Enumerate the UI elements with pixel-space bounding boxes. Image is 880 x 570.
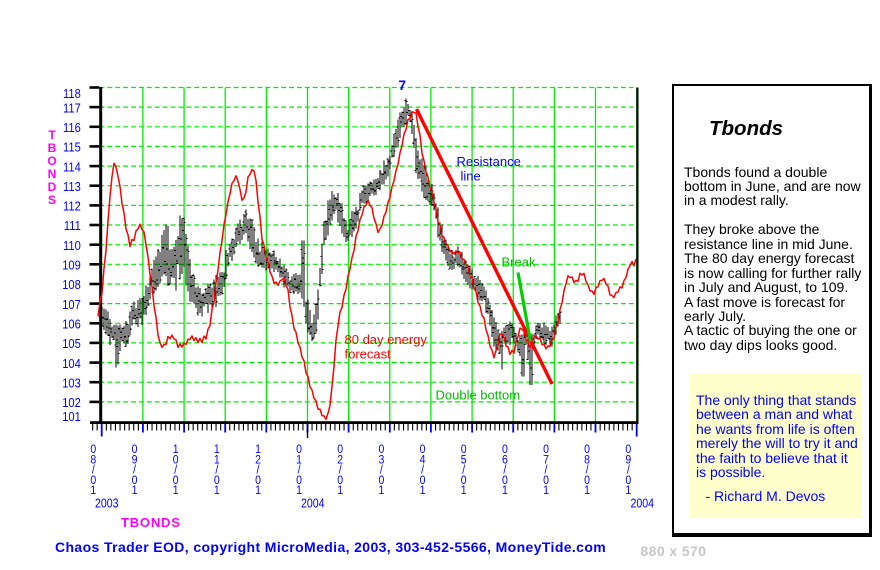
svg-text:1: 1 <box>461 484 467 497</box>
svg-text:113: 113 <box>63 179 81 194</box>
svg-text:forecast: forecast <box>345 346 392 361</box>
svg-text:1: 1 <box>502 484 508 497</box>
svg-text:0: 0 <box>90 443 96 456</box>
svg-text:104: 104 <box>62 356 81 371</box>
svg-text:1: 1 <box>90 484 96 497</box>
svg-text:0: 0 <box>173 474 179 487</box>
svg-text:0: 0 <box>420 474 426 487</box>
svg-text:/: / <box>503 464 507 477</box>
svg-text:8: 8 <box>584 454 590 467</box>
svg-text:7: 7 <box>543 454 549 467</box>
svg-text:/: / <box>174 464 178 477</box>
svg-text:1: 1 <box>214 454 220 467</box>
svg-text:1: 1 <box>132 484 138 497</box>
svg-text:2004: 2004 <box>301 496 325 510</box>
svg-text:0: 0 <box>461 443 467 456</box>
svg-text:0: 0 <box>625 443 631 456</box>
svg-text:0: 0 <box>543 443 549 456</box>
svg-text:Double bottom: Double bottom <box>436 388 521 403</box>
svg-text:/: / <box>421 464 425 477</box>
svg-text:/: / <box>298 464 302 477</box>
svg-text:4: 4 <box>420 454 426 467</box>
svg-text:1: 1 <box>296 454 302 467</box>
svg-text:115: 115 <box>63 140 81 155</box>
svg-text:112: 112 <box>63 199 81 214</box>
svg-text:1: 1 <box>255 443 261 456</box>
svg-text:2: 2 <box>337 454 343 467</box>
svg-text:9: 9 <box>625 454 631 467</box>
svg-text:/: / <box>627 464 631 477</box>
svg-text:7: 7 <box>399 78 407 93</box>
svg-text:0: 0 <box>173 454 179 467</box>
svg-text:0: 0 <box>296 443 302 456</box>
svg-text:/: / <box>339 464 343 477</box>
svg-text:line: line <box>461 168 481 183</box>
svg-text:/: / <box>215 464 219 477</box>
svg-text:0: 0 <box>214 474 220 487</box>
svg-text:0: 0 <box>255 474 261 487</box>
svg-text:116: 116 <box>63 120 81 135</box>
svg-text:1: 1 <box>173 443 179 456</box>
svg-text:1: 1 <box>214 443 220 456</box>
svg-text:/: / <box>462 464 466 477</box>
svg-text:2004: 2004 <box>631 496 655 510</box>
svg-text:114: 114 <box>63 160 81 175</box>
svg-text:102: 102 <box>62 395 81 410</box>
svg-text:0: 0 <box>502 443 508 456</box>
svg-text:/: / <box>257 464 261 477</box>
svg-text:101: 101 <box>62 409 81 424</box>
svg-text:8: 8 <box>90 454 96 467</box>
svg-text:111: 111 <box>64 218 81 233</box>
svg-text:1: 1 <box>584 484 590 497</box>
svg-text:110: 110 <box>63 238 81 253</box>
svg-text:1: 1 <box>296 484 302 497</box>
svg-text:117: 117 <box>63 101 81 116</box>
svg-text:0: 0 <box>337 443 343 456</box>
svg-text:107: 107 <box>62 297 81 312</box>
svg-text:0: 0 <box>420 443 426 456</box>
svg-text:0: 0 <box>378 443 384 456</box>
svg-text:106: 106 <box>62 317 81 332</box>
svg-text:0: 0 <box>584 443 590 456</box>
svg-text:5: 5 <box>461 454 467 467</box>
svg-text:1: 1 <box>378 484 384 497</box>
svg-text:0: 0 <box>90 474 96 487</box>
svg-text:/: / <box>545 464 549 477</box>
svg-text:/: / <box>92 464 96 477</box>
svg-text:0: 0 <box>378 474 384 487</box>
svg-text:6: 6 <box>502 454 508 467</box>
svg-text:0: 0 <box>584 474 590 487</box>
svg-text:3: 3 <box>378 454 384 467</box>
svg-text:1: 1 <box>625 484 631 497</box>
svg-text:/: / <box>586 464 590 477</box>
svg-text:109: 109 <box>62 258 81 273</box>
svg-text:0: 0 <box>296 474 302 487</box>
svg-text:108: 108 <box>62 277 81 292</box>
svg-text:0: 0 <box>543 474 549 487</box>
svg-text:/: / <box>380 464 384 477</box>
svg-text:0: 0 <box>502 474 508 487</box>
svg-text:1: 1 <box>420 484 426 497</box>
svg-text:0: 0 <box>337 474 343 487</box>
svg-text:0: 0 <box>132 443 138 456</box>
svg-text:105: 105 <box>62 336 81 351</box>
svg-text:Resistance: Resistance <box>457 154 521 169</box>
svg-text:1: 1 <box>255 484 261 497</box>
svg-text:0: 0 <box>625 474 631 487</box>
svg-text:1: 1 <box>543 484 549 497</box>
svg-text:0: 0 <box>132 474 138 487</box>
svg-text:2003: 2003 <box>95 496 119 510</box>
svg-text:0: 0 <box>461 474 467 487</box>
svg-text:103: 103 <box>62 376 81 391</box>
svg-text:80 day energy: 80 day energy <box>345 332 428 347</box>
svg-text:2: 2 <box>255 454 261 467</box>
svg-text:1: 1 <box>214 484 220 497</box>
svg-text:1: 1 <box>173 484 179 497</box>
svg-text:Break: Break <box>502 255 536 270</box>
svg-text:/: / <box>133 464 137 477</box>
svg-text:1: 1 <box>337 484 343 497</box>
svg-text:9: 9 <box>132 454 138 467</box>
svg-text:118: 118 <box>63 86 81 101</box>
